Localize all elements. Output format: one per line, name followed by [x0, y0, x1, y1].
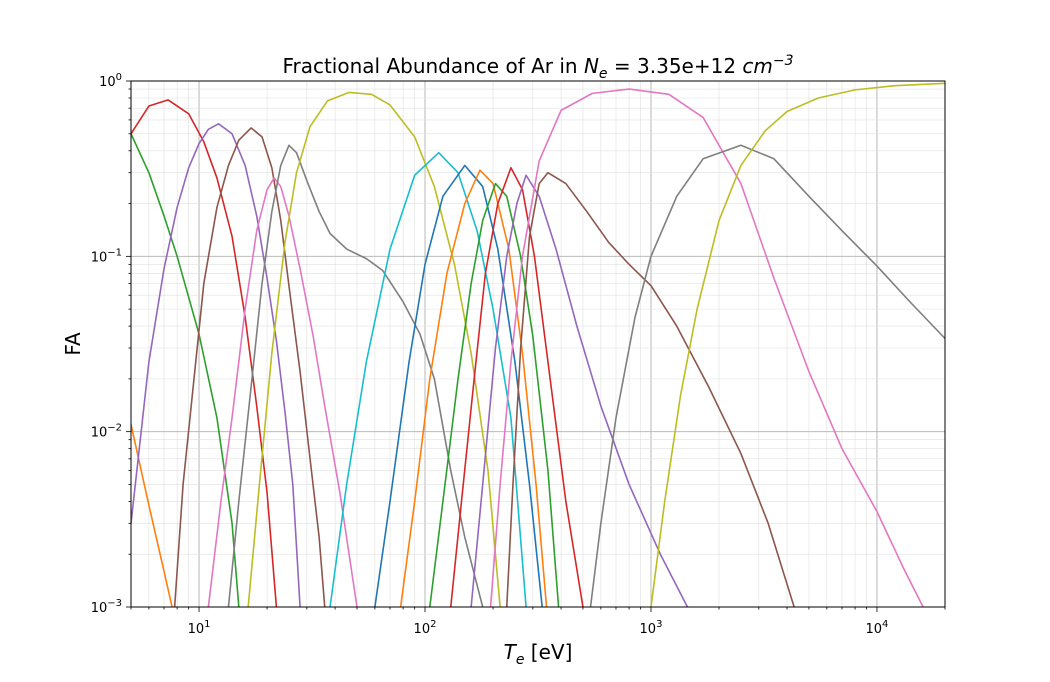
chart-title: Fractional Abundance of Ar in Ne = 3.35e… [282, 53, 793, 82]
axes-layer [126, 80, 946, 612]
series-line-9 [329, 151, 527, 607]
series-line-7 [227, 144, 484, 607]
y-tick-label: 10−1 [91, 247, 122, 265]
plot-frame [130, 80, 946, 608]
series-line-5 [173, 127, 326, 607]
series-line-8 [247, 91, 501, 607]
series-line-2 [131, 132, 240, 607]
series-line-12 [429, 182, 560, 607]
x-axis-label: Te [eV] [504, 640, 573, 668]
series-line-14 [470, 174, 689, 607]
x-tick-label: 101 [188, 619, 211, 637]
y-axis-label: FA [61, 332, 85, 356]
x-tick-label: 102 [414, 619, 437, 637]
text-layer: 101 102 103 104 10−3 10−2 10−1 100 Fractional Ab… [61, 53, 888, 668]
series-line-17 [589, 144, 945, 607]
y-tick-label: 100 [99, 72, 122, 90]
series-line-15 [489, 88, 924, 607]
x-tick-label: 104 [866, 619, 889, 637]
x-tick-label: 103 [640, 619, 663, 637]
series-line-3 [131, 99, 278, 607]
series-line-11 [399, 169, 548, 607]
series-line-16 [505, 171, 795, 607]
series-layer [131, 82, 945, 607]
series-line-18 [650, 82, 945, 607]
y-tick-label: 10−2 [91, 423, 122, 441]
series-line-4 [131, 123, 301, 607]
grid-layer [130, 80, 946, 608]
series-line-13 [449, 166, 584, 607]
y-tick-label: 10−3 [91, 598, 122, 616]
series-line-1 [131, 423, 173, 607]
series-line-10 [374, 164, 543, 607]
